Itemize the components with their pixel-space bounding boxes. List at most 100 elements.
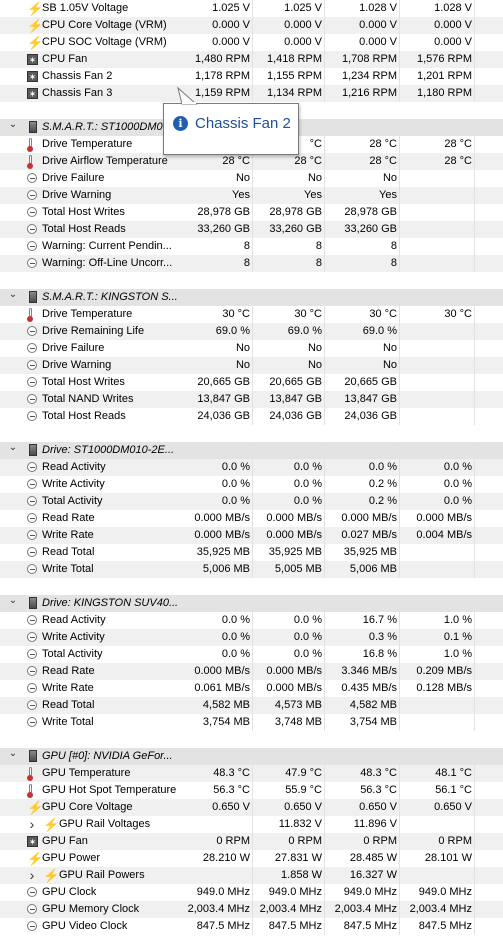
gauge-icon [27, 666, 37, 676]
sensor-row[interactable]: Total Host Reads 24,036 GB 24,036 GB 24,036… [0, 408, 503, 425]
column-divider [324, 221, 325, 238]
column-divider [252, 357, 253, 374]
column-divider [324, 561, 325, 578]
value-current: 8 [243, 240, 250, 252]
sensor-row[interactable]: ⚡ GPU Core Voltage 0.650 V 0.650 V 0.650 V 0.… [0, 799, 503, 816]
collapse-chevron-icon[interactable]: ⌄ [8, 748, 18, 759]
column-divider [474, 629, 475, 646]
sensor-row[interactable]: Total Activity 0.0 % 0.0 % 0.2 % 0.0 % [0, 493, 503, 510]
group-header-row[interactable]: ⌄ S.M.A.R.T.: KINGSTON S... [0, 289, 503, 306]
column-divider [324, 357, 325, 374]
expand-chevron-icon[interactable]: › [29, 867, 35, 883]
sensor-row[interactable]: Drive Remaining Life 69.0 % 69.0 % 69.0 % [0, 323, 503, 340]
column-divider [324, 799, 325, 816]
column-divider [399, 680, 400, 697]
gauge-icon [27, 462, 37, 472]
collapse-chevron-icon[interactable]: ⌄ [8, 442, 18, 453]
value-maximum: 0.000 MB/s [341, 512, 397, 524]
sensor-row[interactable]: Write Total 5,006 MB 5,005 MB 5,006 MB [0, 561, 503, 578]
sensor-row[interactable]: Warning: Current Pendin... 8 8 8 [0, 238, 503, 255]
group-header-label: S.M.A.R.T.: KINGSTON S... [42, 291, 178, 303]
sensor-row[interactable]: GPU Video Clock 847.5 MHz 847.5 MHz 847.5 M… [0, 918, 503, 935]
sensor-row[interactable]: Drive Airflow Temperature 28 °C 28 °C 28 °C… [0, 153, 503, 170]
column-divider [324, 867, 325, 884]
sensor-row[interactable]: Read Activity 0.0 % 0.0 % 0.0 % 0.0 % [0, 459, 503, 476]
sensor-row[interactable]: Drive Temperature °C 28 °C 28 °C [0, 136, 503, 153]
column-divider [252, 833, 253, 850]
sensor-row[interactable]: Total Host Reads 33,260 GB 33,260 GB 33,260… [0, 221, 503, 238]
sensor-row[interactable]: Write Rate 0.000 MB/s 0.000 MB/s 0.027 MB/s… [0, 527, 503, 544]
sensor-row[interactable]: ⚡ CPU Core Voltage (VRM) 0.000 V 0.000 V 0.0… [0, 17, 503, 34]
voltage-icon: ⚡ [27, 35, 44, 50]
sensor-label: Write Total [42, 716, 94, 728]
sensor-row[interactable]: Drive Failure No No No [0, 340, 503, 357]
sensor-row[interactable]: Read Total 35,925 MB 35,925 MB 35,925 MB [0, 544, 503, 561]
sensor-row[interactable]: Write Total 3,754 MB 3,748 MB 3,754 MB [0, 714, 503, 731]
group-header-row[interactable]: ⌄ Drive: ST1000DM010-2E... [0, 442, 503, 459]
column-divider [252, 68, 253, 85]
drive-icon [29, 597, 37, 609]
sensor-row[interactable]: Total Host Writes 20,665 GB 20,665 GB 20,66… [0, 374, 503, 391]
value-maximum: 4,582 MB [349, 699, 397, 711]
gauge-icon [27, 513, 37, 523]
fan-icon [27, 834, 38, 851]
sensor-row[interactable]: GPU Fan 0 RPM 0 RPM 0 RPM 0 RPM [0, 833, 503, 851]
drive-icon [29, 444, 37, 456]
column-divider [474, 51, 475, 68]
collapse-chevron-icon[interactable]: ⌄ [8, 289, 18, 300]
sensor-label: Total NAND Writes [42, 393, 134, 405]
sensor-row[interactable]: Total Activity 0.0 % 0.0 % 16.8 % 1.0 % [0, 646, 503, 663]
value-minimum: 69.0 % [287, 325, 322, 337]
sensor-row[interactable]: Warning: Off-Line Uncorr... 8 8 8 [0, 255, 503, 272]
value-current: 0.000 MB/s [194, 665, 250, 677]
value-maximum: 5,006 MB [349, 563, 397, 575]
value-current: No [235, 359, 250, 371]
column-divider [399, 782, 400, 799]
sensor-row[interactable]: Read Total 4,582 MB 4,573 MB 4,582 MB [0, 697, 503, 714]
sensor-row[interactable]: CPU Fan 1,480 RPM 1,418 RPM 1,708 RPM 1,576 … [0, 51, 503, 69]
sensor-row[interactable]: Total NAND Writes 13,847 GB 13,847 GB 13,84… [0, 391, 503, 408]
drive-icon [29, 121, 37, 133]
sensor-row[interactable]: Drive Warning Yes Yes Yes [0, 187, 503, 204]
sensor-label: CPU Core Voltage (VRM) [42, 19, 167, 31]
sensor-row[interactable]: GPU Memory Clock 2,003.4 MHz 2,003.4 MHz 2,… [0, 901, 503, 918]
voltage-icon: ⚡ [43, 868, 60, 883]
sensor-row[interactable]: ⚡ GPU Power 28.210 W 27.831 W 28.485 W 28.101… [0, 850, 503, 867]
sensor-subgroup-row[interactable]: › ⚡ GPU Rail Powers 1.858 W 16.327 W [0, 867, 503, 884]
sensor-row[interactable]: GPU Temperature 48.3 °C 47.9 °C 48.3 °C 48.1… [0, 765, 503, 782]
sensor-row[interactable]: Read Rate 0.000 MB/s 0.000 MB/s 3.346 MB/s 0… [0, 663, 503, 680]
sensor-label: Drive Warning [42, 359, 112, 371]
value-average: 949.0 MHz [418, 886, 472, 898]
sensor-row[interactable]: Read Activity 0.0 % 0.0 % 16.7 % 1.0 % [0, 612, 503, 629]
value-maximum: 16.7 % [362, 614, 397, 626]
value-maximum: 2,003.4 MHz [334, 903, 397, 915]
expand-chevron-icon[interactable]: › [29, 816, 35, 832]
sensor-row[interactable]: Chassis Fan 3 1,159 RPM 1,134 RPM 1,216 RPM… [0, 85, 503, 103]
sensor-subgroup-row[interactable]: › ⚡ GPU Rail Voltages 11.832 V 11.896 V [0, 816, 503, 833]
collapse-chevron-icon[interactable]: ⌄ [8, 119, 18, 130]
sensor-row[interactable]: Drive Temperature 30 °C 30 °C 30 °C 30 °C [0, 306, 503, 323]
value-current: 1,159 RPM [194, 87, 250, 99]
sensor-row[interactable]: Write Rate 0.061 MB/s 0.000 MB/s 0.435 MB/s… [0, 680, 503, 697]
column-divider [399, 17, 400, 34]
group-header-row[interactable]: ⌄ Drive: KINGSTON SUV40... [0, 595, 503, 612]
sensor-label: Drive Failure [42, 172, 105, 184]
sensor-row[interactable]: Chassis Fan 2 1,178 RPM 1,155 RPM 1,234 RPM… [0, 68, 503, 86]
value-minimum: 0.0 % [293, 495, 322, 507]
sensor-row[interactable]: ⚡ SB 1.05V Voltage 1.025 V 1.025 V 1.028 V 1.… [0, 0, 503, 17]
sensor-row[interactable]: Total Host Writes 28,978 GB 28,978 GB 28,97… [0, 204, 503, 221]
sensor-row[interactable]: GPU Hot Spot Temperature 56.3 °C 55.9 °C 56… [0, 782, 503, 799]
sensor-row[interactable]: Read Rate 0.000 MB/s 0.000 MB/s 0.000 MB/s 0… [0, 510, 503, 527]
sensor-row[interactable]: Write Activity 0.0 % 0.0 % 0.2 % 0.0 % [0, 476, 503, 493]
sensor-row[interactable]: Drive Failure No No No [0, 170, 503, 187]
sensor-label: Total Activity [42, 495, 103, 507]
collapse-chevron-icon[interactable]: ⌄ [8, 595, 18, 606]
sensor-row[interactable]: ⚡ CPU SOC Voltage (VRM) 0.000 V 0.000 V 0.00… [0, 34, 503, 51]
group-header-row[interactable]: ⌄ GPU [#0]: NVIDIA GeFor... [0, 748, 503, 765]
sensor-row[interactable]: Write Activity 0.0 % 0.0 % 0.3 % 0.1 % [0, 629, 503, 646]
column-divider [324, 255, 325, 272]
sensor-row[interactable]: Drive Warning No No No [0, 357, 503, 374]
gauge-icon [27, 207, 37, 217]
column-divider [252, 799, 253, 816]
sensor-row[interactable]: GPU Clock 949.0 MHz 949.0 MHz 949.0 MHz 949.… [0, 884, 503, 901]
